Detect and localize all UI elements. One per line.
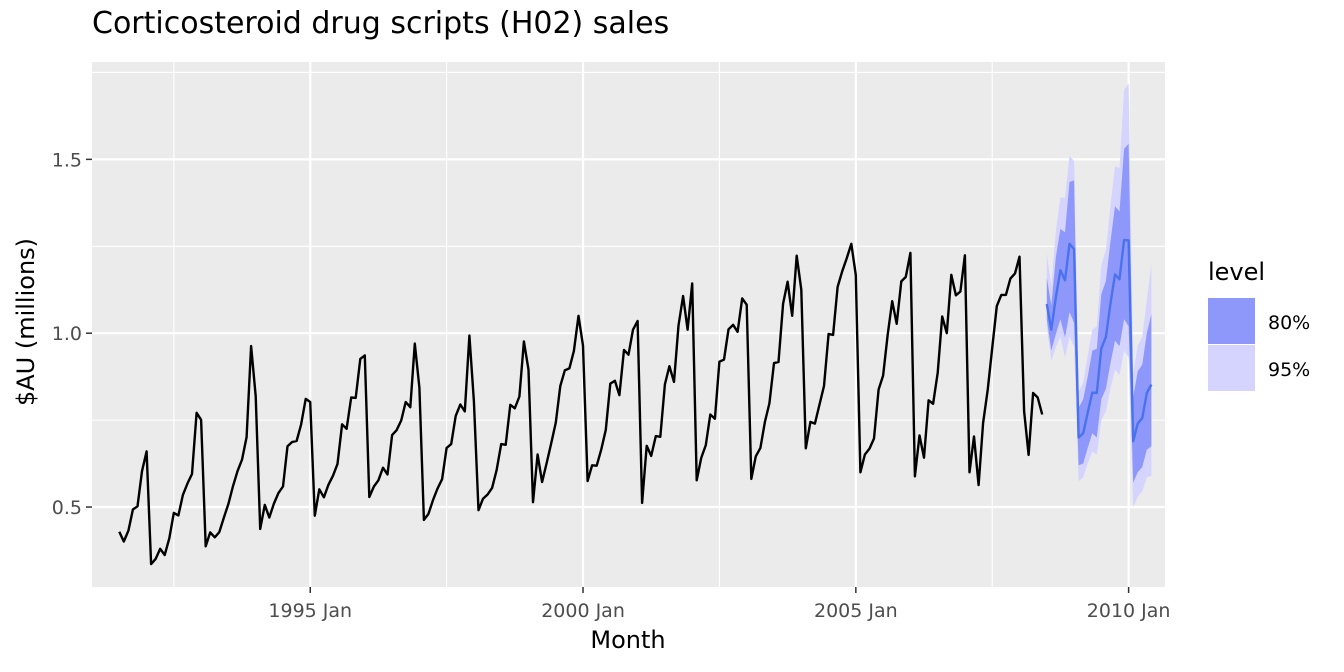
x-axis-title: Month bbox=[590, 626, 665, 654]
band-80 bbox=[1046, 143, 1152, 483]
series-lines bbox=[118, 238, 1153, 566]
plot-panel bbox=[92, 62, 1165, 587]
x-tick-label: 2000 Jan bbox=[541, 600, 625, 622]
y-tick-label: 1.5 bbox=[52, 149, 82, 171]
x-tick-label: 2005 Jan bbox=[814, 600, 898, 622]
x-tick-label: 2010 Jan bbox=[1087, 600, 1171, 622]
y-axis-title: $AU (millions) bbox=[12, 238, 40, 406]
legend-label-80: 80% bbox=[1268, 312, 1310, 334]
x-axis: 1995 Jan 2000 Jan 2005 Jan 2010 Jan bbox=[268, 587, 1170, 622]
y-tick-label: 1.0 bbox=[52, 323, 82, 345]
y-axis: 0.5 1.0 1.5 bbox=[52, 149, 92, 519]
legend-key-95 bbox=[1208, 345, 1255, 391]
chart-title: Corticosteroid drug scripts (H02) sales bbox=[92, 6, 670, 41]
x-tick-label: 1995 Jan bbox=[268, 600, 352, 622]
legend-key-80 bbox=[1208, 298, 1255, 344]
history-line bbox=[118, 242, 1044, 566]
forecast-band-80 bbox=[1046, 143, 1152, 483]
grid-minor bbox=[92, 62, 1165, 587]
legend-title: level bbox=[1208, 258, 1265, 286]
y-tick-label: 0.5 bbox=[52, 497, 82, 519]
legend-label-95: 95% bbox=[1268, 359, 1310, 381]
legend: level 80% 95% bbox=[1208, 258, 1310, 391]
forecast-mean-line bbox=[1045, 238, 1153, 443]
